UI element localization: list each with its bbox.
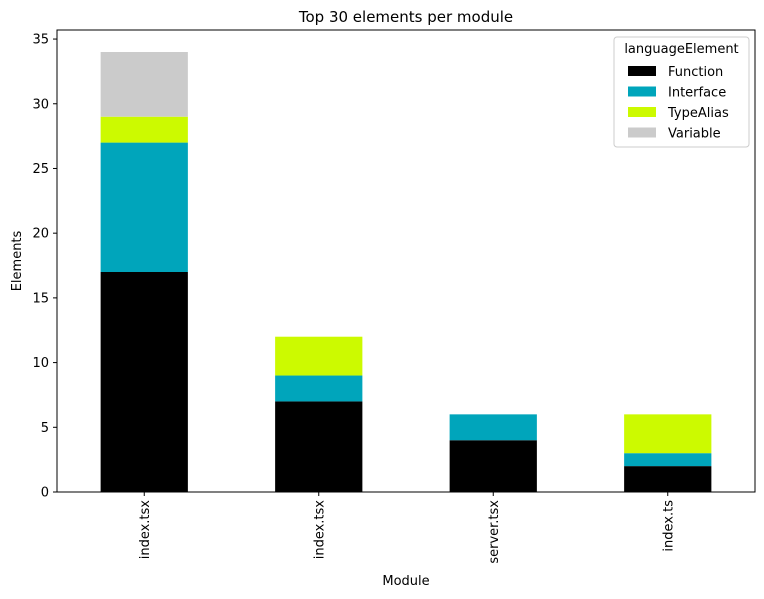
y-tick-label: 5	[41, 421, 49, 436]
y-tick-label: 20	[32, 227, 49, 242]
legend-label-function: Function	[668, 65, 723, 80]
bar-interface-3	[624, 453, 712, 467]
y-tick-label: 0	[41, 486, 49, 501]
x-axis-label: Module	[382, 574, 429, 589]
legend-swatch-typealias	[628, 107, 656, 117]
legend-label-interface: Interface	[668, 86, 726, 101]
legend-label-typealias: TypeAlias	[667, 106, 729, 121]
y-tick-label: 30	[32, 97, 49, 112]
bar-function-2	[449, 440, 537, 492]
y-tick-label: 15	[32, 291, 49, 306]
legend-swatch-function	[628, 66, 656, 76]
bar-interface-2	[449, 414, 537, 441]
bar-function-1	[275, 401, 363, 492]
bars-group	[100, 52, 712, 492]
x-tick-label: index.ts	[661, 500, 676, 552]
bar-interface-0	[100, 142, 188, 272]
legend-swatch-interface	[628, 86, 656, 97]
plot-frame	[56, 29, 756, 493]
y-axis: 0 5 10 15 20 25 30 35	[32, 33, 57, 501]
x-axis: index.tsx index.tsx server.tsx index.ts	[138, 492, 676, 564]
bar-typealias-3	[624, 414, 712, 454]
bar-function-0	[100, 272, 188, 492]
bar-typealias-1	[275, 336, 363, 376]
y-tick-label: 25	[32, 162, 49, 177]
y-tick-label: 10	[32, 356, 49, 371]
bar-interface-1	[275, 375, 363, 402]
x-tick-label: server.tsx	[487, 500, 502, 564]
x-tick-label: index.tsx	[312, 500, 327, 560]
legend: languageElement Function Interface TypeAlia…	[613, 36, 750, 148]
bar-variable-0	[100, 52, 188, 117]
bar-function-3	[624, 466, 712, 492]
y-axis-label: Elements	[10, 230, 25, 291]
legend-title: languageElement	[624, 42, 738, 57]
legend-label-variable: Variable	[668, 127, 721, 142]
bar-typealias-0	[100, 116, 188, 143]
chart-title: Top 30 elements per module	[298, 8, 513, 26]
x-tick-label: index.tsx	[138, 500, 153, 560]
legend-box	[613, 36, 750, 148]
legend-swatch-variable	[628, 127, 656, 138]
y-tick-label: 35	[32, 33, 49, 48]
